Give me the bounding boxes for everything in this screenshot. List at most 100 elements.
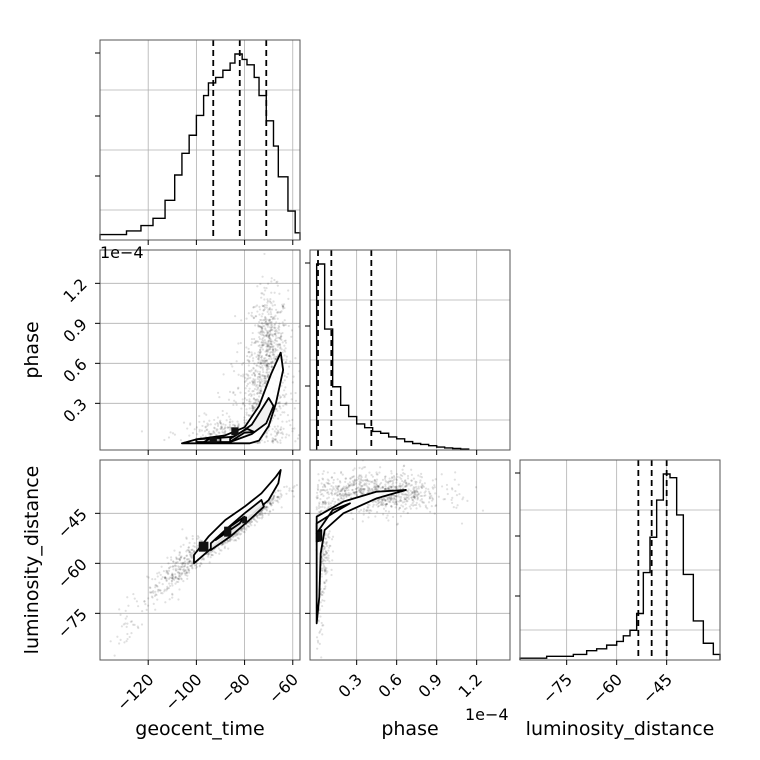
sample-point-427 — [266, 358, 269, 362]
sample-point-992 — [180, 572, 183, 575]
sample-point-716 — [240, 374, 243, 377]
sample-point-287 — [350, 493, 353, 496]
sample-point-172 — [262, 342, 265, 345]
sample-point-450 — [402, 510, 405, 513]
panel-hist-luminosity-distance — [519, 459, 721, 661]
sample-point-53 — [431, 479, 434, 482]
sample-point-1156 — [133, 623, 136, 626]
sample-point-781 — [271, 498, 274, 501]
sample-point-726 — [253, 518, 256, 521]
sample-point-488 — [339, 495, 342, 498]
sample-point-1011 — [172, 560, 175, 564]
sample-point-931 — [244, 387, 247, 390]
sample-point-119 — [166, 569, 169, 573]
sample-point-1251 — [321, 599, 324, 602]
sample-point-418 — [390, 479, 393, 482]
sample-point-1126 — [189, 560, 192, 563]
sample-point-1075 — [187, 561, 190, 564]
sample-point-1008 — [191, 534, 194, 538]
sample-point-1047 — [168, 598, 171, 601]
sample-point-587 — [315, 491, 319, 494]
sample-point-416 — [405, 493, 408, 497]
sample-point-273 — [265, 334, 268, 338]
sample-point-571 — [287, 289, 290, 292]
sample-point-784 — [281, 433, 285, 436]
sample-point-796 — [292, 375, 295, 378]
sample-point-1065 — [174, 576, 177, 579]
sample-point-615 — [264, 350, 267, 353]
sample-point-635 — [453, 478, 456, 481]
sample-point-245 — [268, 321, 271, 325]
sample-point-231 — [259, 346, 262, 349]
sample-point-0 — [264, 320, 267, 324]
sample-point-142 — [259, 380, 262, 384]
sample-point-401 — [259, 513, 262, 516]
sample-point-447 — [337, 485, 341, 488]
sample-point-174 — [234, 538, 237, 542]
sample-point-75 — [266, 362, 269, 366]
sample-point-830 — [353, 478, 356, 481]
sample-point-1203 — [322, 552, 325, 555]
density-peak-0 — [198, 541, 209, 552]
sample-point-957 — [184, 563, 187, 566]
sample-point-552 — [375, 473, 378, 476]
sample-point-1064 — [198, 420, 201, 424]
sample-point-156 — [258, 337, 261, 341]
sample-point-684 — [360, 485, 364, 488]
sample-point-252 — [394, 485, 398, 488]
sample-point-820 — [272, 439, 275, 442]
sample-point-77 — [266, 310, 269, 313]
sample-point-820 — [331, 488, 334, 491]
sample-point-86 — [457, 483, 460, 486]
sample-point-106 — [249, 392, 252, 395]
sample-point-381 — [266, 344, 269, 348]
sample-point-539 — [358, 466, 361, 469]
sample-point-137 — [333, 492, 337, 495]
sample-point-339 — [187, 567, 190, 570]
sample-point-377 — [368, 488, 371, 491]
sample-point-1158 — [120, 625, 123, 628]
sample-point-673 — [258, 356, 261, 359]
sample-point-898 — [303, 482, 305, 484]
sample-point-1016 — [325, 580, 328, 583]
sample-point-198 — [406, 500, 409, 503]
sample-point-911 — [191, 563, 194, 566]
sample-point-31 — [327, 479, 330, 482]
histogram-geocent-time — [99, 53, 301, 240]
sample-point-583 — [412, 477, 416, 480]
sample-point-441 — [341, 488, 344, 491]
sample-point-612 — [264, 323, 268, 326]
sample-point-1004 — [235, 403, 238, 406]
sample-point-521 — [271, 304, 274, 307]
sample-point-15 — [338, 492, 341, 495]
sample-point-939 — [191, 548, 194, 551]
sample-point-56 — [396, 522, 399, 525]
sample-point-439 — [261, 312, 264, 315]
sample-point-394 — [362, 466, 365, 469]
sample-point-419 — [349, 484, 352, 487]
sample-point-172 — [329, 504, 332, 508]
sample-point-384 — [282, 303, 286, 306]
sample-point-424 — [257, 358, 261, 361]
sample-point-520 — [278, 394, 281, 397]
sample-point-1194 — [215, 429, 218, 432]
sample-point-638 — [374, 515, 377, 518]
sample-point-945 — [174, 575, 177, 578]
sample-point-51 — [338, 492, 341, 495]
sample-point-757 — [355, 490, 358, 493]
panel-border-scatter-phase-luminosity-distance — [309, 459, 511, 661]
sample-point-27 — [397, 492, 401, 495]
sample-point-89 — [266, 299, 270, 303]
sample-point-764 — [415, 489, 418, 492]
sample-point-122 — [345, 487, 349, 490]
sample-point-1043 — [321, 569, 324, 572]
sample-point-245 — [423, 491, 426, 494]
sample-point-414 — [281, 394, 285, 397]
panel-border-hist-luminosity-distance — [519, 459, 721, 661]
sample-point-1130 — [324, 585, 327, 588]
sample-point-943 — [232, 370, 236, 373]
sample-point-615 — [400, 492, 403, 495]
sample-point-749 — [178, 566, 181, 569]
sample-point-52 — [259, 350, 263, 353]
sample-point-547 — [261, 344, 264, 347]
